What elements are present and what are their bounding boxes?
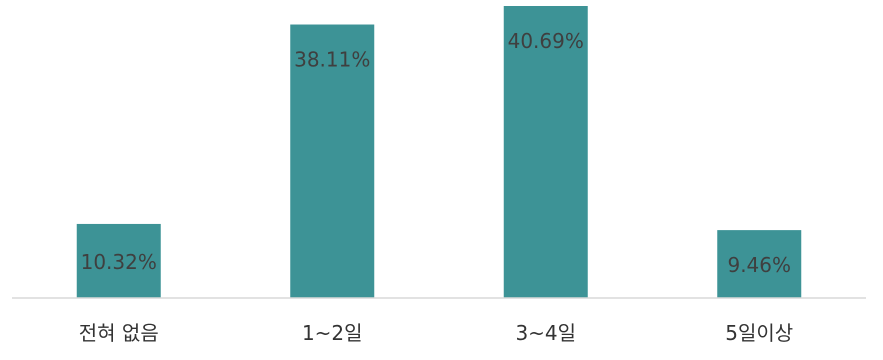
bar-2 (290, 24, 375, 299)
bar-1 (76, 223, 161, 298)
bar-3 (503, 6, 588, 298)
data-labels-group: 10.32% 38.11% 40.69% 9.46% (81, 29, 791, 277)
data-label-1: 10.32% (81, 250, 157, 274)
category-label-4: 5일이상 (725, 321, 793, 345)
data-label-3: 40.69% (508, 29, 584, 53)
bars-group (76, 6, 802, 299)
category-label-1: 전혀 없음 (79, 321, 159, 345)
data-label-2: 38.11% (294, 48, 370, 72)
category-labels-group: 전혀 없음 1~2일 3~4일 5일이상 (79, 321, 793, 345)
category-label-3: 3~4일 (515, 321, 576, 345)
data-label-4: 9.46% (727, 253, 791, 277)
bar-4 (717, 230, 802, 298)
category-label-2: 1~2일 (302, 321, 363, 345)
